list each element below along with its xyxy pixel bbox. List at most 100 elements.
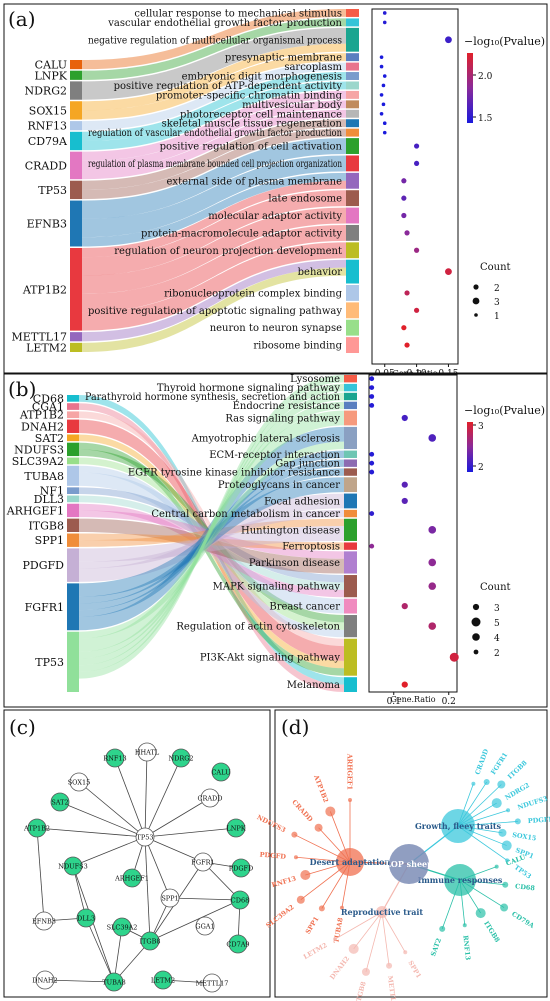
term-label: molecular adaptor activity: [208, 211, 342, 222]
colorbar-tick-label: 3: [478, 422, 484, 432]
gene-link: [381, 911, 406, 953]
term-label: positive regulation of cell activation: [160, 142, 343, 153]
network-node: [211, 762, 231, 782]
gene-bar: [70, 200, 82, 247]
sankey-flow: [82, 259, 346, 342]
sankey-flow: [82, 155, 346, 238]
network-node-label: TUBA8: [102, 979, 125, 987]
term-label: cellular response to mechanical stimulus: [134, 8, 342, 19]
sankey-flow: [82, 242, 346, 331]
sankey-flow: [79, 518, 344, 574]
data-point: [401, 603, 408, 610]
term-bar: [344, 426, 357, 450]
sankey-flow: [82, 190, 346, 276]
data-point: [445, 36, 452, 44]
network-edge: [144, 757, 182, 838]
gene-label: PDGFD: [259, 851, 286, 861]
sankey-flow: [79, 383, 344, 672]
sankey-flow: [82, 100, 346, 171]
gene-label: NDUFS3: [517, 794, 550, 811]
gene-bar: [70, 332, 82, 342]
gene-bar: [67, 487, 79, 495]
gene-dot: [506, 808, 511, 813]
data-point: [449, 652, 459, 662]
gene-dot: [296, 895, 305, 904]
network-node: [50, 792, 70, 812]
gene-label: TP53: [513, 863, 533, 881]
center-node: [389, 844, 429, 884]
term-label: skeletal muscle tissue regeneration: [162, 119, 343, 130]
network-node: [105, 748, 125, 768]
term-label: Ferroptosis: [282, 542, 340, 553]
term-bar: [346, 207, 359, 224]
sankey-flow: [79, 487, 344, 583]
gene-dot: [502, 881, 509, 888]
sankey-flow: [82, 180, 346, 258]
term-bar: [344, 598, 357, 614]
data-point: [401, 414, 408, 422]
gene-bar: [67, 403, 79, 410]
gene-dot: [325, 806, 336, 817]
term-bar: [344, 477, 357, 493]
network-node: [230, 890, 250, 910]
gene-label: SPP1: [35, 534, 64, 547]
term-bar: [346, 18, 359, 27]
data-point: [413, 160, 420, 167]
term-label: neuron to neuron synapse: [210, 323, 342, 334]
network-edge: [85, 917, 115, 983]
gene-label: CD79A: [28, 135, 68, 148]
network-node: [112, 917, 132, 937]
sankey-flow: [79, 465, 344, 638]
network-edge: [144, 836, 171, 899]
sankey-flow: [82, 9, 346, 70]
gene-label: PDGFD: [528, 815, 550, 825]
gene-label: RNF13: [27, 120, 67, 133]
gene-label: SOX15: [29, 104, 67, 117]
gene-link: [381, 911, 390, 966]
gene-label: SPP1: [406, 959, 422, 979]
sankey-flow: [79, 533, 344, 550]
data-point: [369, 511, 375, 516]
gene-dot: [333, 937, 338, 942]
network-node: [193, 852, 213, 872]
colorbar-tick-label: 1.5: [478, 114, 493, 124]
term-bar: [346, 242, 359, 259]
panel-d-label: (d): [281, 715, 309, 739]
network-node-label: NDUFS3: [58, 863, 87, 871]
network-edge: [144, 827, 237, 838]
sankey-flow: [79, 459, 344, 611]
term-label: EGFR tyrosine kinase inhibitor resistanc…: [128, 468, 340, 479]
sankey-flow: [79, 434, 344, 669]
term-label: MAPK signaling pathway: [213, 582, 341, 593]
network-node-label: LNPK: [226, 825, 245, 833]
x-tick-label: 0.1: [387, 697, 401, 707]
data-point: [401, 497, 408, 505]
data-point: [379, 64, 384, 69]
sankey-flow: [79, 419, 344, 661]
term-bar: [344, 392, 357, 401]
data-point: [445, 268, 452, 276]
group-hub: [444, 864, 476, 896]
gene-label: FGFR1: [25, 601, 64, 614]
data-point: [413, 247, 420, 253]
gene-bar: [70, 81, 82, 100]
data-point: [401, 325, 407, 331]
term-label: promoter-specific chromatin binding: [156, 90, 343, 101]
term-bar: [346, 72, 359, 80]
count-legend-title: Count: [480, 262, 511, 273]
network-edge: [144, 836, 151, 942]
data-point: [382, 130, 387, 135]
gene-dot: [471, 781, 476, 786]
gene-label: NDRG2: [24, 85, 67, 98]
sankey-flow: [82, 43, 346, 111]
gene-label: METTL17: [12, 331, 67, 344]
term-bar: [346, 259, 359, 284]
gene-label: CD68: [33, 392, 64, 405]
gene-bar: [70, 121, 82, 131]
sankey-flows: [82, 9, 346, 352]
gene-label: CD68: [515, 882, 536, 892]
network-edge: [144, 797, 211, 838]
term-bar: [346, 81, 359, 90]
network-node: [69, 772, 89, 792]
term-label: vascular endothelial growth factor produ…: [107, 18, 342, 29]
